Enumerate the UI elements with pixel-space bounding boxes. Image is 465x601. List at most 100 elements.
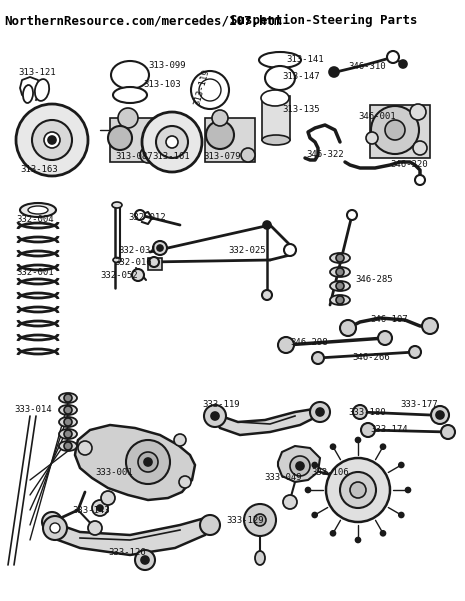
Text: 313-079: 313-079 — [203, 152, 240, 161]
Circle shape — [410, 104, 426, 120]
Text: 346-001: 346-001 — [358, 112, 396, 121]
Circle shape — [409, 346, 421, 358]
Circle shape — [312, 352, 324, 364]
Circle shape — [254, 514, 266, 526]
Circle shape — [166, 136, 178, 148]
Circle shape — [284, 244, 296, 256]
Ellipse shape — [261, 90, 289, 106]
Text: 313-147: 313-147 — [282, 72, 319, 81]
Circle shape — [380, 444, 385, 449]
Circle shape — [422, 318, 438, 334]
Circle shape — [263, 221, 271, 229]
Text: 333-126: 333-126 — [108, 548, 146, 557]
Circle shape — [156, 126, 188, 158]
Circle shape — [101, 491, 115, 505]
Ellipse shape — [259, 52, 301, 68]
Circle shape — [399, 463, 404, 468]
Circle shape — [336, 254, 344, 262]
Circle shape — [336, 296, 344, 304]
Text: 313-163: 313-163 — [20, 165, 58, 174]
Ellipse shape — [59, 441, 77, 451]
Polygon shape — [75, 425, 195, 500]
Circle shape — [132, 269, 144, 281]
Circle shape — [142, 112, 202, 172]
Circle shape — [290, 456, 310, 476]
Circle shape — [206, 121, 234, 149]
Circle shape — [329, 67, 339, 77]
Circle shape — [356, 537, 360, 543]
Circle shape — [431, 406, 449, 424]
Polygon shape — [278, 446, 320, 482]
Circle shape — [157, 245, 163, 251]
Ellipse shape — [330, 267, 350, 277]
Circle shape — [138, 452, 158, 472]
Circle shape — [48, 518, 56, 526]
Text: 333-001: 333-001 — [95, 468, 133, 477]
Text: 313-087: 313-087 — [115, 152, 153, 161]
Circle shape — [126, 440, 170, 484]
Circle shape — [32, 120, 72, 160]
Circle shape — [135, 550, 155, 570]
Text: 313-141: 313-141 — [286, 55, 324, 64]
Text: NorthernResource.com/mercedes/107.htm: NorthernResource.com/mercedes/107.htm — [4, 14, 281, 27]
Text: 333-049: 333-049 — [264, 473, 302, 482]
Ellipse shape — [255, 551, 265, 565]
Circle shape — [336, 282, 344, 290]
Circle shape — [174, 434, 186, 446]
Text: 313-135: 313-135 — [282, 105, 319, 114]
Circle shape — [42, 512, 62, 532]
Circle shape — [436, 411, 444, 419]
Circle shape — [413, 141, 427, 155]
Circle shape — [312, 463, 317, 468]
Circle shape — [50, 523, 60, 533]
Circle shape — [331, 444, 336, 449]
Circle shape — [16, 104, 88, 176]
Text: 332-012: 332-012 — [128, 213, 166, 222]
Circle shape — [135, 210, 145, 220]
Ellipse shape — [191, 71, 229, 109]
Polygon shape — [148, 258, 162, 270]
Circle shape — [144, 458, 152, 466]
Text: 346-298: 346-298 — [290, 338, 328, 347]
Ellipse shape — [330, 295, 350, 305]
Circle shape — [387, 51, 399, 63]
Circle shape — [153, 241, 167, 255]
Circle shape — [371, 106, 419, 154]
Text: 333-106: 333-106 — [311, 468, 349, 477]
Polygon shape — [205, 118, 255, 162]
Ellipse shape — [113, 257, 121, 263]
Ellipse shape — [28, 206, 48, 214]
Circle shape — [204, 405, 226, 427]
Text: 346-285: 346-285 — [355, 275, 392, 284]
Circle shape — [310, 402, 330, 422]
Text: 332-004: 332-004 — [16, 215, 53, 224]
Circle shape — [149, 257, 159, 267]
Ellipse shape — [113, 87, 147, 103]
Circle shape — [340, 320, 356, 336]
Circle shape — [316, 408, 324, 416]
Circle shape — [399, 513, 404, 517]
Polygon shape — [110, 118, 158, 162]
Circle shape — [241, 148, 255, 162]
Circle shape — [44, 132, 60, 148]
Circle shape — [64, 394, 72, 402]
Circle shape — [78, 441, 92, 455]
Circle shape — [296, 462, 304, 470]
Text: 313-161: 313-161 — [152, 152, 190, 161]
Circle shape — [278, 337, 294, 353]
Polygon shape — [262, 96, 290, 140]
Ellipse shape — [112, 202, 122, 208]
Ellipse shape — [199, 79, 221, 101]
Circle shape — [331, 531, 336, 536]
Circle shape — [212, 110, 228, 126]
Text: 332-001: 332-001 — [16, 268, 53, 277]
Circle shape — [283, 495, 297, 509]
Text: 333-180: 333-180 — [348, 408, 385, 417]
Text: 346-266: 346-266 — [352, 353, 390, 362]
Text: 333-177: 333-177 — [400, 400, 438, 409]
Text: 313-121: 313-121 — [18, 68, 56, 77]
Circle shape — [48, 136, 56, 144]
Circle shape — [380, 531, 385, 536]
Circle shape — [64, 430, 72, 438]
Text: 346-107: 346-107 — [370, 315, 408, 324]
